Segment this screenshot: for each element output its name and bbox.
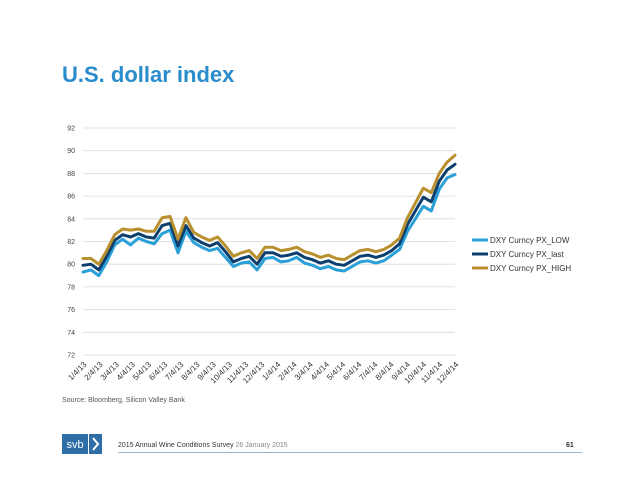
y-tick-label: 72 [67, 353, 75, 360]
y-tick-label: 88 [67, 171, 75, 178]
y-tick-label: 74 [67, 330, 75, 337]
legend-label: DXY Curncy PX_HIGH [490, 264, 571, 273]
y-tick-label: 90 [67, 148, 75, 155]
chevron-right-icon [92, 437, 100, 451]
y-tick-label: 78 [67, 284, 75, 291]
y-tick-label: 80 [67, 262, 75, 269]
y-axis-ticks: 72 74 76 78 80 82 84 86 88 90 92 [67, 126, 75, 360]
series-line-high [81, 153, 457, 266]
logo-text: svb [66, 439, 83, 451]
legend-label: DXY Curncy PX_last [490, 250, 564, 259]
svb-logo: svb [62, 434, 102, 454]
legend-label: DXY Curncy PX_LOW [490, 236, 570, 245]
source-note: Source: Bloomberg, Silicon Valley Bank [62, 397, 185, 404]
y-tick-label: 76 [67, 307, 75, 314]
series-lines [81, 153, 457, 278]
footer-date: 26 January 2015 [235, 442, 288, 449]
y-tick-label: 84 [67, 216, 75, 223]
y-tick-label: 86 [67, 194, 75, 201]
page-number: 61 [566, 442, 574, 449]
footer-divider [118, 452, 582, 453]
footer-text: 2015 Annual Wine Conditions Survey 26 Ja… [118, 442, 288, 449]
gridlines [83, 127, 455, 356]
x-axis-ticks: 1/4/132/4/133/4/134/4/135/4/136/4/137/4/… [66, 360, 460, 386]
series-line-last [81, 162, 457, 272]
y-tick-label: 92 [67, 126, 75, 133]
legend: DXY Curncy PX_LOW DXY Curncy PX_last DXY C… [472, 236, 571, 273]
y-tick-label: 82 [67, 239, 75, 246]
slide-title: U.S. dollar index [62, 62, 235, 87]
series-line-low [81, 173, 457, 278]
footer-survey: 2015 Annual Wine Conditions Survey [118, 442, 234, 449]
